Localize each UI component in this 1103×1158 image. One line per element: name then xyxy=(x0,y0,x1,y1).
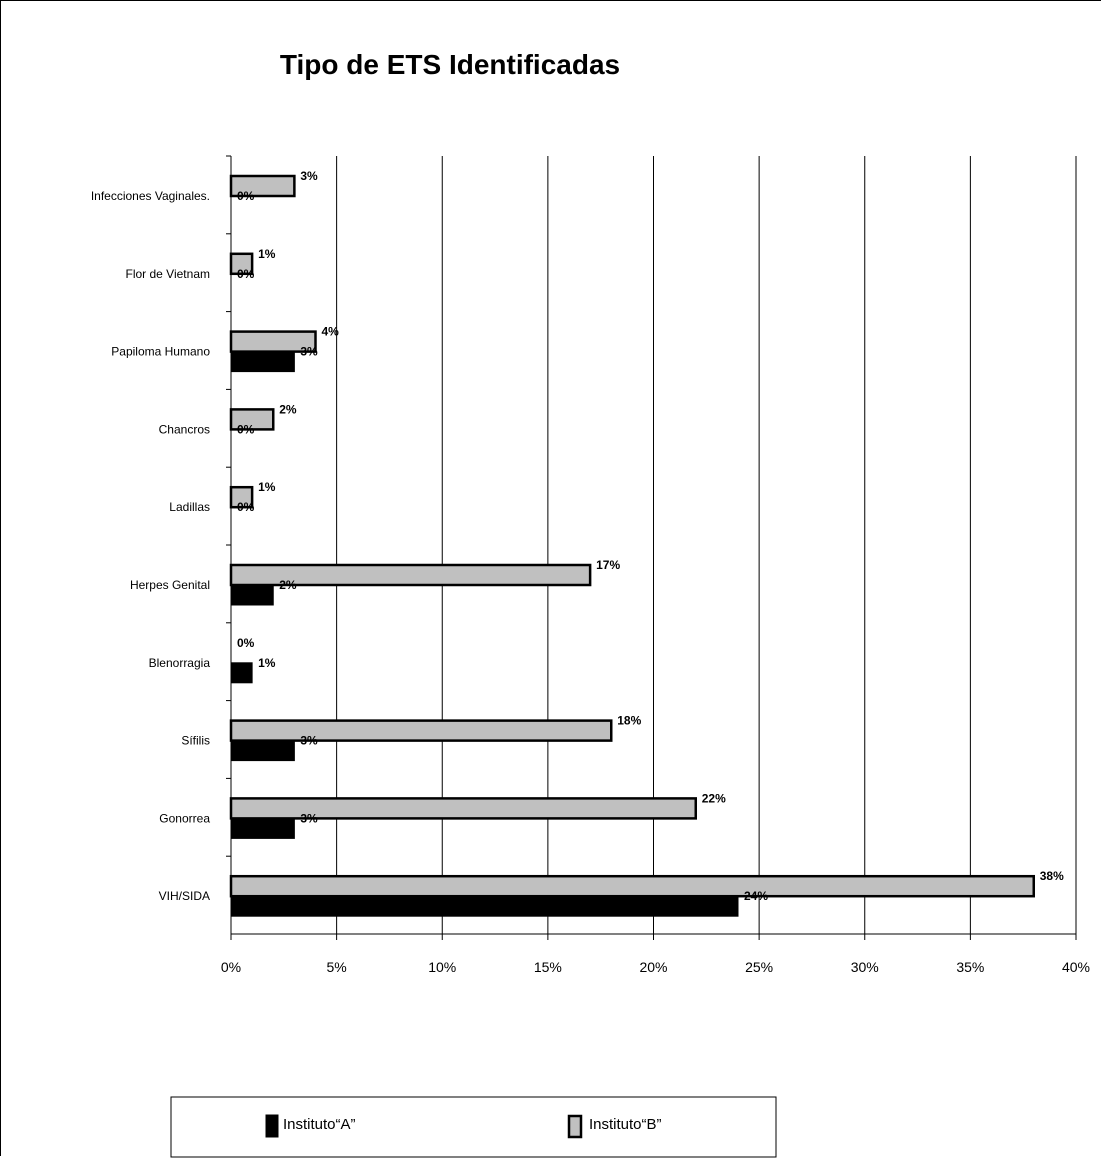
category-label: Infecciones Vaginales. xyxy=(91,189,210,203)
data-label-instituto-a: 3% xyxy=(300,811,318,825)
category-label: Herpes Genital xyxy=(130,578,210,592)
data-labels: 38%24%22%3%18%3%0%1%17%2%1%0%2%0%4%3%1%0… xyxy=(237,169,1064,903)
x-tick-label: 15% xyxy=(534,959,562,975)
data-label-instituto-a: 0% xyxy=(237,422,255,436)
data-label-instituto-b: 17% xyxy=(596,558,620,572)
data-label-instituto-b: 18% xyxy=(617,714,641,728)
category-label: Flor de Vietnam xyxy=(126,267,211,281)
data-label-instituto-b: 2% xyxy=(279,402,297,416)
x-tick-label: 35% xyxy=(956,959,984,975)
x-tick-label: 10% xyxy=(428,959,456,975)
data-label-instituto-a: 1% xyxy=(258,656,276,670)
bar-instituto-b xyxy=(229,719,613,742)
chart-title: Tipo de ETS Identificadas xyxy=(280,49,620,80)
x-tick-label: 0% xyxy=(221,959,241,975)
data-label-instituto-b: 4% xyxy=(322,325,340,339)
data-label-instituto-a: 0% xyxy=(237,267,255,281)
legend-box xyxy=(170,1096,777,1158)
data-label-instituto-a: 0% xyxy=(237,189,255,203)
x-tick-label: 30% xyxy=(851,959,879,975)
legend-swatch-instituto-b xyxy=(567,1114,583,1139)
legend-label-instituto-b: Instituto“B” xyxy=(589,1116,662,1133)
x-tick-label: 20% xyxy=(639,959,667,975)
data-label-instituto-b: 1% xyxy=(258,247,276,261)
bar-instituto-a xyxy=(230,817,295,839)
bars xyxy=(229,174,1035,917)
data-label-instituto-a: 24% xyxy=(744,889,768,903)
data-label-instituto-b: 0% xyxy=(237,636,255,650)
data-label-instituto-b: 3% xyxy=(300,169,318,183)
data-label-instituto-a: 3% xyxy=(300,734,318,748)
legend-swatch-instituto-a xyxy=(265,1114,279,1138)
bar-instituto-a xyxy=(230,662,253,684)
bar-instituto-a xyxy=(230,351,295,373)
data-label-instituto-a: 3% xyxy=(300,345,318,359)
data-label-instituto-b: 22% xyxy=(702,791,726,805)
x-tick-label: 25% xyxy=(745,959,773,975)
category-label: Blenorragia xyxy=(149,656,211,670)
x-tick-label: 5% xyxy=(327,959,347,975)
data-label-instituto-a: 0% xyxy=(237,500,255,514)
bar-instituto-b xyxy=(229,874,1035,898)
data-label-instituto-b: 38% xyxy=(1040,869,1064,883)
bar-instituto-a xyxy=(230,584,274,606)
bar-instituto-a xyxy=(230,895,739,917)
data-label-instituto-a: 2% xyxy=(279,578,297,592)
legend-label-instituto-a: Instituto“A” xyxy=(283,1116,356,1133)
category-label: Chancros xyxy=(159,422,210,436)
category-label: VIH/SIDA xyxy=(159,889,210,903)
category-label: Gonorrea xyxy=(159,811,210,825)
x-tick-label: 40% xyxy=(1062,959,1090,975)
category-label: Papiloma Humano xyxy=(111,345,210,359)
axes: 0% 5% 10% 15% 20% 25% 30% 35% 40% VIH/SIDA Gonorre… xyxy=(91,155,1090,975)
category-label: Ladillas xyxy=(169,500,210,514)
data-label-instituto-b: 1% xyxy=(258,480,276,494)
bar-instituto-a xyxy=(230,740,295,762)
legend: Instituto“A” Instituto“B” xyxy=(170,1096,777,1158)
category-label: Sífilis xyxy=(181,734,210,748)
